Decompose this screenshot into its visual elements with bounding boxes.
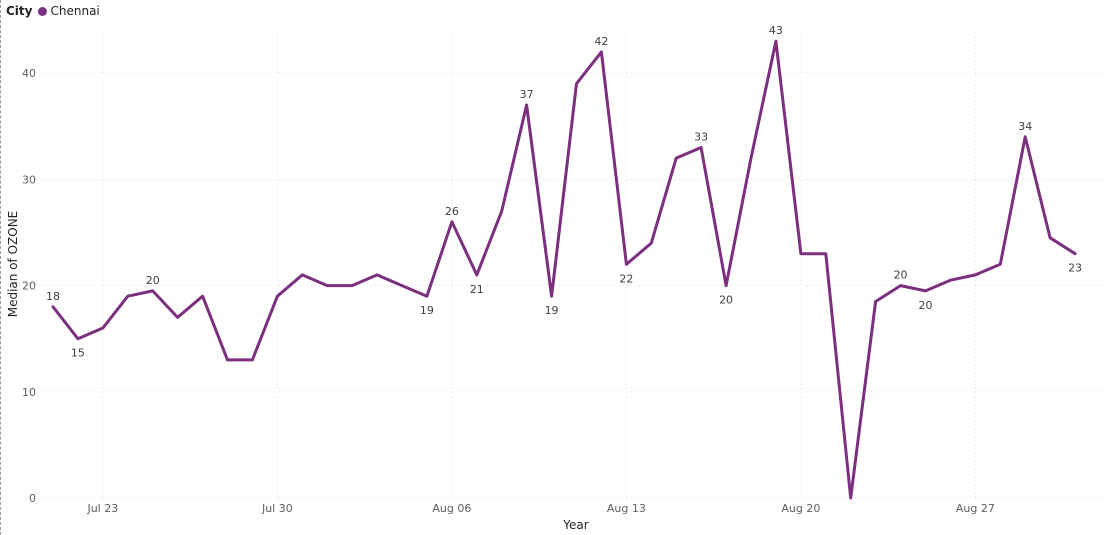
- data-labels: 18 15 20 19 26 21 37 19 42 22 33 20 43 20 20 34 23: [46, 24, 1082, 359]
- legend: City Chennai: [6, 3, 100, 19]
- frame-border: [0, 0, 1, 535]
- data-label: 20: [919, 299, 933, 312]
- y-tick-label: 0: [29, 492, 36, 505]
- x-tick-label: Jul 30: [261, 502, 293, 515]
- data-label: 18: [46, 290, 60, 303]
- data-label: 20: [894, 269, 908, 282]
- data-label: 37: [520, 88, 534, 101]
- series-lines: [51, 39, 1077, 500]
- y-tick-label: 40: [22, 67, 36, 80]
- data-label: 42: [594, 35, 608, 48]
- data-label: 26: [445, 205, 459, 218]
- y-tick-label: 30: [22, 173, 36, 186]
- data-label: 20: [719, 294, 733, 307]
- y-axis-title: Median of OZONE: [6, 211, 20, 318]
- data-label: 15: [71, 347, 85, 360]
- gridlines: [43, 28, 1110, 499]
- x-tick-label: Aug 27: [956, 502, 995, 515]
- data-label: 21: [470, 283, 484, 296]
- data-label: 43: [769, 24, 783, 37]
- data-label: 19: [545, 304, 559, 317]
- data-label: 23: [1068, 262, 1082, 275]
- x-tick-label: Aug 06: [432, 502, 471, 515]
- x-tick-label: Aug 13: [607, 502, 646, 515]
- series-line-chennai: [51, 39, 1077, 500]
- x-axis-title: Year: [562, 518, 588, 532]
- data-label: 33: [694, 130, 708, 143]
- legend-item-label: Chennai: [50, 4, 100, 18]
- y-tick-label: 20: [22, 280, 36, 293]
- data-label: 20: [146, 274, 160, 287]
- data-label: 19: [420, 304, 434, 317]
- y-axis-ticks: 0 10 20 30 40: [22, 67, 36, 505]
- x-axis-ticks: Jul 23 Jul 30 Aug 06 Aug 13 Aug 20 Aug 27: [86, 502, 994, 515]
- legend-marker: [38, 6, 48, 16]
- x-tick-label: Jul 23: [86, 502, 118, 515]
- x-tick-label: Aug 20: [781, 502, 820, 515]
- data-label: 34: [1018, 120, 1032, 133]
- data-label: 22: [619, 272, 633, 285]
- y-tick-label: 10: [22, 386, 36, 399]
- legend-item-chennai[interactable]: Chennai: [38, 4, 100, 18]
- legend-title: City: [6, 4, 33, 18]
